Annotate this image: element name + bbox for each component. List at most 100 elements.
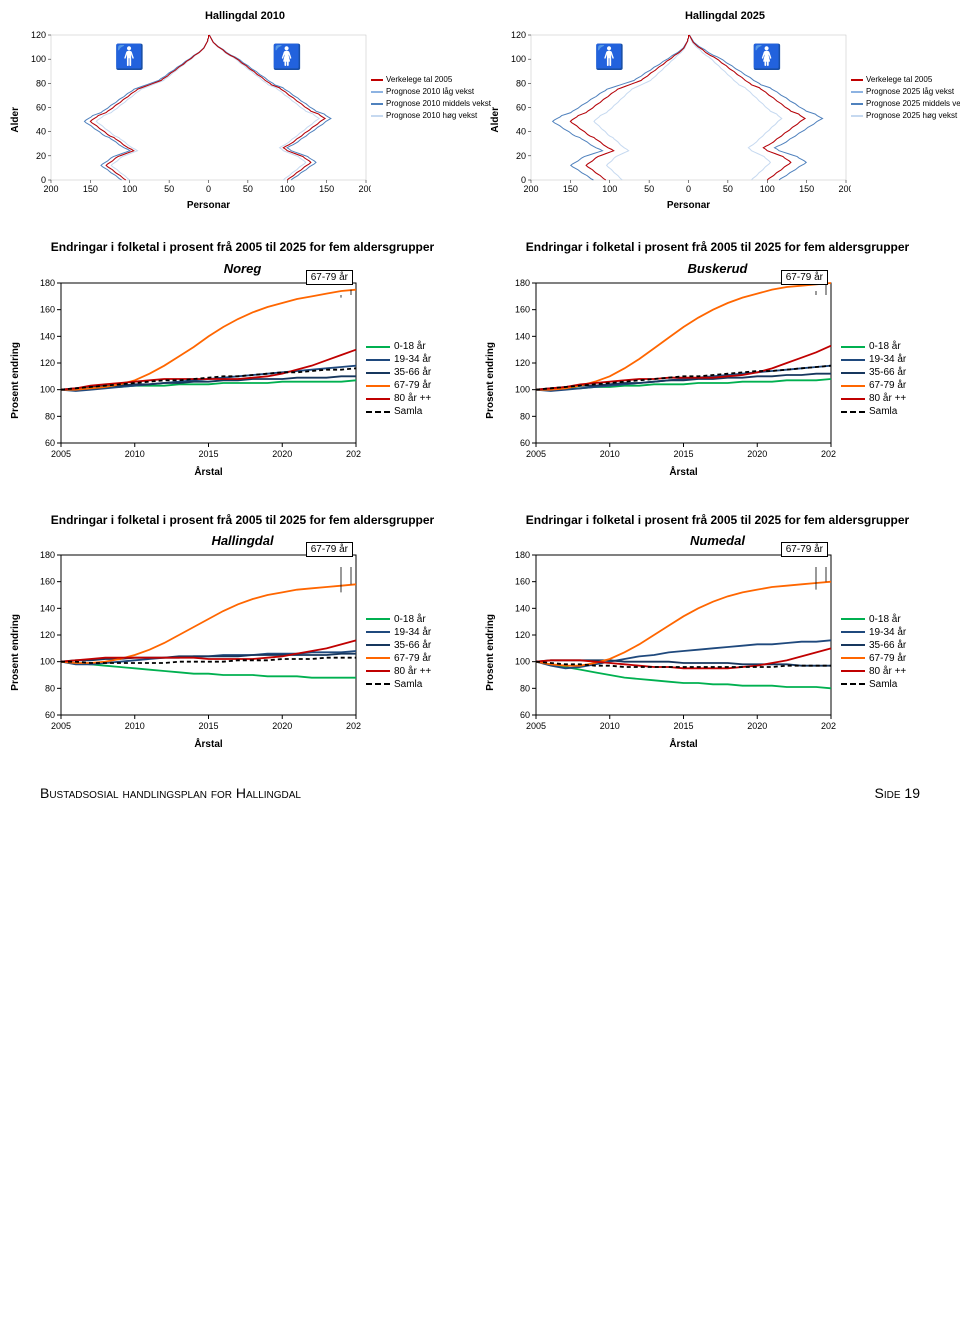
svg-text:120: 120	[511, 30, 526, 40]
svg-text:180: 180	[40, 278, 55, 288]
legend-item: 80 år ++	[841, 393, 906, 404]
line-title: Endringar i folketal i prosent frå 2005 …	[10, 513, 475, 529]
legend-item: 35-66 år	[841, 367, 906, 378]
svg-text:160: 160	[515, 577, 530, 587]
svg-text:150: 150	[319, 184, 334, 194]
svg-text:60: 60	[45, 438, 55, 448]
legend-item: Prognose 2010 låg vekst	[371, 87, 491, 96]
svg-text:80: 80	[45, 411, 55, 421]
pyramid-chart: Alder02040608010012020015010050050100150…	[10, 30, 371, 210]
pyramid-row: Hallingdal 2010 Alder0204060801001202001…	[10, 10, 950, 210]
svg-text:🚺: 🚺	[752, 43, 782, 71]
svg-text:80: 80	[520, 411, 530, 421]
svg-text:40: 40	[516, 127, 526, 137]
svg-text:2005: 2005	[526, 721, 546, 731]
svg-text:200: 200	[838, 184, 851, 194]
svg-text:80: 80	[516, 78, 526, 88]
svg-text:140: 140	[40, 331, 55, 341]
svg-text:Personar: Personar	[667, 200, 710, 210]
svg-text:120: 120	[515, 358, 530, 368]
legend-item: Samla	[841, 406, 906, 417]
svg-text:150: 150	[83, 184, 98, 194]
legend-item: Prognose 2010 middels vekst	[371, 99, 491, 108]
svg-text:Årstal: Årstal	[194, 737, 223, 750]
svg-text:2005: 2005	[51, 449, 71, 459]
svg-text:🚹: 🚹	[115, 43, 145, 71]
svg-text:200: 200	[43, 184, 58, 194]
svg-text:100: 100	[760, 184, 775, 194]
svg-text:100: 100	[280, 184, 295, 194]
line-region: Buskerud	[485, 261, 950, 276]
svg-text:2025: 2025	[821, 721, 836, 731]
svg-text:🚺: 🚺	[272, 43, 302, 71]
svg-text:60: 60	[45, 710, 55, 720]
legend-item: 19-34 år	[841, 354, 906, 365]
svg-text:100: 100	[31, 54, 46, 64]
svg-text:180: 180	[515, 550, 530, 560]
svg-text:200: 200	[523, 184, 538, 194]
svg-text:2010: 2010	[125, 721, 145, 731]
pyramid-chart: Alder02040608010012020015010050050100150…	[490, 30, 851, 210]
legend-item: 0-18 år	[366, 614, 431, 625]
page: Hallingdal 2010 Alder0204060801001202001…	[0, 0, 960, 765]
legend-item: Verkelege tal 2005	[851, 75, 960, 84]
legend-item: 35-66 år	[366, 640, 431, 651]
svg-text:2005: 2005	[51, 721, 71, 731]
legend-item: 80 år ++	[366, 666, 431, 677]
footer-left: Bustadsosial handlingsplan for Hallingda…	[40, 785, 301, 801]
svg-text:120: 120	[515, 630, 530, 640]
svg-text:100: 100	[515, 384, 530, 394]
legend-item: Verkelege tal 2005	[371, 75, 491, 84]
svg-text:140: 140	[515, 331, 530, 341]
svg-text:2015: 2015	[673, 721, 693, 731]
legend-item: 19-34 år	[841, 627, 906, 638]
legend-item: Samla	[366, 406, 431, 417]
legend-item: 0-18 år	[841, 341, 906, 352]
legend-item: 67-79 år	[366, 380, 431, 391]
svg-text:50: 50	[723, 184, 733, 194]
svg-text:100: 100	[602, 184, 617, 194]
svg-text:100: 100	[511, 54, 526, 64]
legend-item: Samla	[366, 679, 431, 690]
line-title: Endringar i folketal i prosent frå 2005 …	[10, 240, 475, 256]
line-legend: 0-18 år19-34 år35-66 år67-79 år80 år ++S…	[841, 341, 906, 419]
svg-text:Årstal: Årstal	[194, 465, 223, 478]
svg-text:2015: 2015	[198, 449, 218, 459]
svg-text:60: 60	[516, 103, 526, 113]
legend-item: 67-79 år	[366, 653, 431, 664]
svg-text:60: 60	[520, 710, 530, 720]
legend-item: 19-34 år	[366, 627, 431, 638]
line-row-2: Endringar i folketal i prosent frå 2005 …	[10, 513, 950, 756]
legend-item: 35-66 år	[841, 640, 906, 651]
svg-text:0: 0	[686, 184, 691, 194]
pyramid-legend: Verkelege tal 2005Prognose 2025 låg veks…	[851, 75, 960, 210]
page-footer: Bustadsosial handlingsplan for Hallingda…	[0, 765, 960, 811]
svg-text:120: 120	[40, 630, 55, 640]
svg-text:2005: 2005	[526, 449, 546, 459]
legend-item: 80 år ++	[841, 666, 906, 677]
svg-text:2020: 2020	[272, 449, 292, 459]
legend-item: 67-79 år	[841, 653, 906, 664]
svg-text:50: 50	[164, 184, 174, 194]
line-panel-noreg: Endringar i folketal i prosent frå 2005 …	[10, 240, 475, 483]
svg-text:160: 160	[40, 577, 55, 587]
callout-label: 67-79 år	[781, 270, 828, 285]
callout-label: 67-79 år	[781, 542, 828, 557]
svg-text:80: 80	[520, 684, 530, 694]
svg-text:40: 40	[36, 127, 46, 137]
y-axis-label: Prosent endring	[10, 614, 21, 691]
svg-text:🚹: 🚹	[595, 43, 625, 71]
pyramid-panel-2010: Hallingdal 2010 Alder0204060801001202001…	[10, 10, 480, 210]
line-title: Endringar i folketal i prosent frå 2005 …	[485, 513, 950, 529]
pyramid-legend: Verkelege tal 2005 Prognose 2010 låg veks…	[371, 75, 491, 210]
svg-text:Personar: Personar	[187, 200, 230, 210]
callout-label: 67-79 år	[306, 542, 353, 557]
svg-text:200: 200	[358, 184, 371, 194]
callout-label: 67-79 år	[306, 270, 353, 285]
svg-text:2015: 2015	[673, 449, 693, 459]
svg-text:180: 180	[40, 550, 55, 560]
svg-text:100: 100	[40, 657, 55, 667]
svg-text:2010: 2010	[600, 449, 620, 459]
line-legend: 0-18 år19-34 år35-66 år67-79 år80 år ++S…	[841, 614, 906, 692]
svg-text:100: 100	[122, 184, 137, 194]
